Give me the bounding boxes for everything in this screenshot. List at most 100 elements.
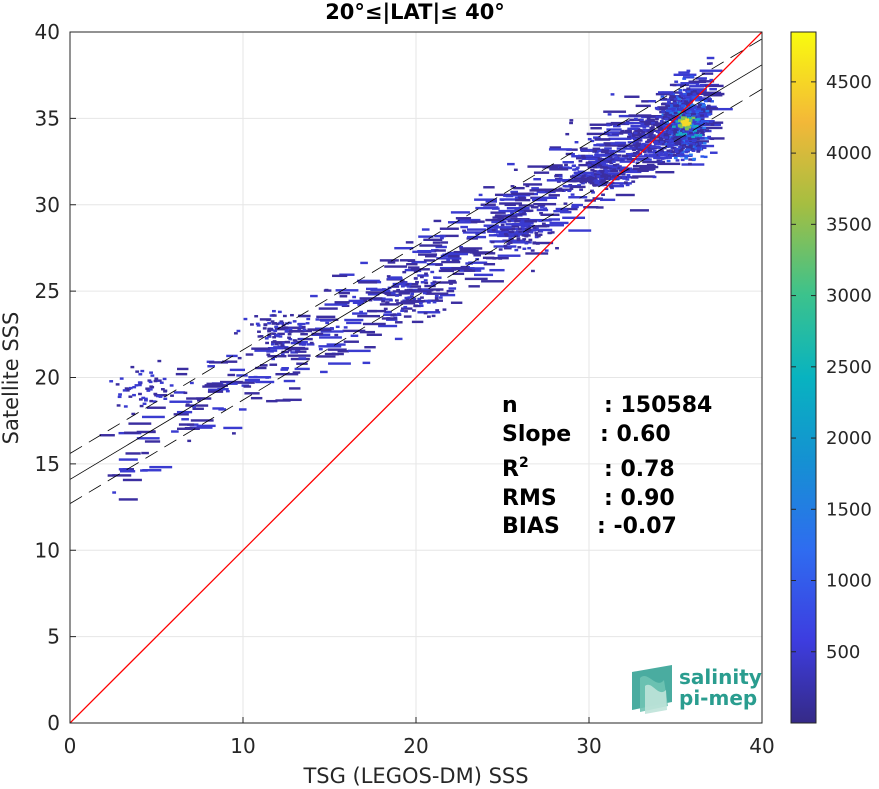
density-cell xyxy=(610,181,615,185)
density-cell xyxy=(678,102,683,105)
density-cell xyxy=(517,213,522,216)
density-cell xyxy=(707,99,712,103)
density-cell xyxy=(137,383,142,387)
density-cell xyxy=(346,321,362,325)
density-cell xyxy=(663,133,668,136)
density-cell xyxy=(645,123,650,126)
density-cell xyxy=(508,237,513,240)
density-cell xyxy=(435,309,440,312)
density-cell xyxy=(396,288,401,292)
density-cell xyxy=(688,127,692,130)
density-cell xyxy=(367,309,387,313)
density-cell xyxy=(417,249,437,253)
density-cell xyxy=(282,398,302,402)
density-cell xyxy=(647,151,652,154)
density-cell xyxy=(584,199,596,202)
density-cell xyxy=(294,367,310,371)
density-cell xyxy=(621,175,626,179)
density-cell xyxy=(506,242,511,246)
density-cell xyxy=(568,166,573,170)
density-cell xyxy=(570,185,586,189)
density-cell xyxy=(595,182,600,185)
density-cell xyxy=(617,154,622,157)
density-cell xyxy=(699,69,723,72)
density-cell-hot xyxy=(679,133,684,136)
density-cell xyxy=(572,168,576,171)
density-cell xyxy=(438,269,455,273)
density-cell xyxy=(684,140,689,143)
density-cell xyxy=(455,217,472,220)
density-cell xyxy=(373,280,382,284)
salinity-pimep-logo: salinity pi-mep xyxy=(632,665,762,714)
density-cell xyxy=(585,161,590,164)
density-cell xyxy=(606,164,615,168)
density-cell xyxy=(700,118,705,122)
density-cell xyxy=(673,130,677,134)
density-cell xyxy=(590,139,595,143)
density-cell xyxy=(572,180,577,183)
density-cell xyxy=(466,228,486,231)
density-cell xyxy=(641,132,646,135)
density-cell xyxy=(590,181,595,185)
density-cell xyxy=(562,207,578,211)
density-cell xyxy=(450,301,463,304)
density-cell xyxy=(426,301,431,304)
density-cell xyxy=(441,260,461,264)
density-cell xyxy=(293,329,298,333)
density-cell xyxy=(265,341,270,345)
density-cell xyxy=(610,169,615,173)
density-cell xyxy=(548,148,572,151)
density-cell xyxy=(700,120,705,123)
density-cell xyxy=(257,330,261,333)
density-cell xyxy=(619,184,624,187)
density-cell xyxy=(604,131,620,134)
density-cell xyxy=(149,385,154,388)
density-cell xyxy=(698,103,702,107)
density-cell xyxy=(602,162,607,165)
density-cell xyxy=(277,310,282,314)
density-cell xyxy=(680,84,684,88)
density-cell xyxy=(637,128,642,132)
density-cell xyxy=(112,491,117,494)
density-cell xyxy=(146,389,151,392)
colorbar xyxy=(790,31,817,724)
density-cell xyxy=(645,133,649,136)
density-cell xyxy=(703,122,708,125)
density-cell xyxy=(143,397,148,401)
density-cell xyxy=(316,315,336,319)
density-cell xyxy=(381,317,398,320)
density-cell xyxy=(695,84,700,87)
density-cell xyxy=(280,353,285,356)
density-cell xyxy=(659,98,679,101)
density-cell xyxy=(705,109,710,113)
density-cell xyxy=(658,147,662,150)
density-cell xyxy=(613,125,621,128)
density-cell xyxy=(118,468,131,471)
density-cell xyxy=(207,390,224,393)
density-cell xyxy=(529,231,534,234)
density-cell xyxy=(578,154,594,158)
density-cell xyxy=(601,148,610,152)
density-cell xyxy=(692,93,697,97)
colorbar-tick-label: 3000 xyxy=(826,286,872,307)
density-cell xyxy=(699,128,704,131)
density-cell xyxy=(682,77,687,80)
density-cell xyxy=(412,290,432,293)
density-cell xyxy=(144,399,148,402)
density-cell xyxy=(667,131,672,135)
density-cell xyxy=(287,336,291,339)
density-cell xyxy=(396,302,416,305)
density-cell xyxy=(688,148,692,151)
density-cell xyxy=(666,149,671,152)
density-cell xyxy=(697,107,701,110)
density-cell xyxy=(293,339,298,342)
density-cell xyxy=(643,148,648,151)
density-cell xyxy=(370,288,390,291)
density-cell xyxy=(459,249,479,253)
density-cell xyxy=(248,379,257,383)
density-cell xyxy=(362,361,371,365)
density-cell xyxy=(554,173,563,177)
density-cell xyxy=(652,149,657,152)
density-cell xyxy=(325,321,330,325)
density-cell xyxy=(141,451,149,455)
